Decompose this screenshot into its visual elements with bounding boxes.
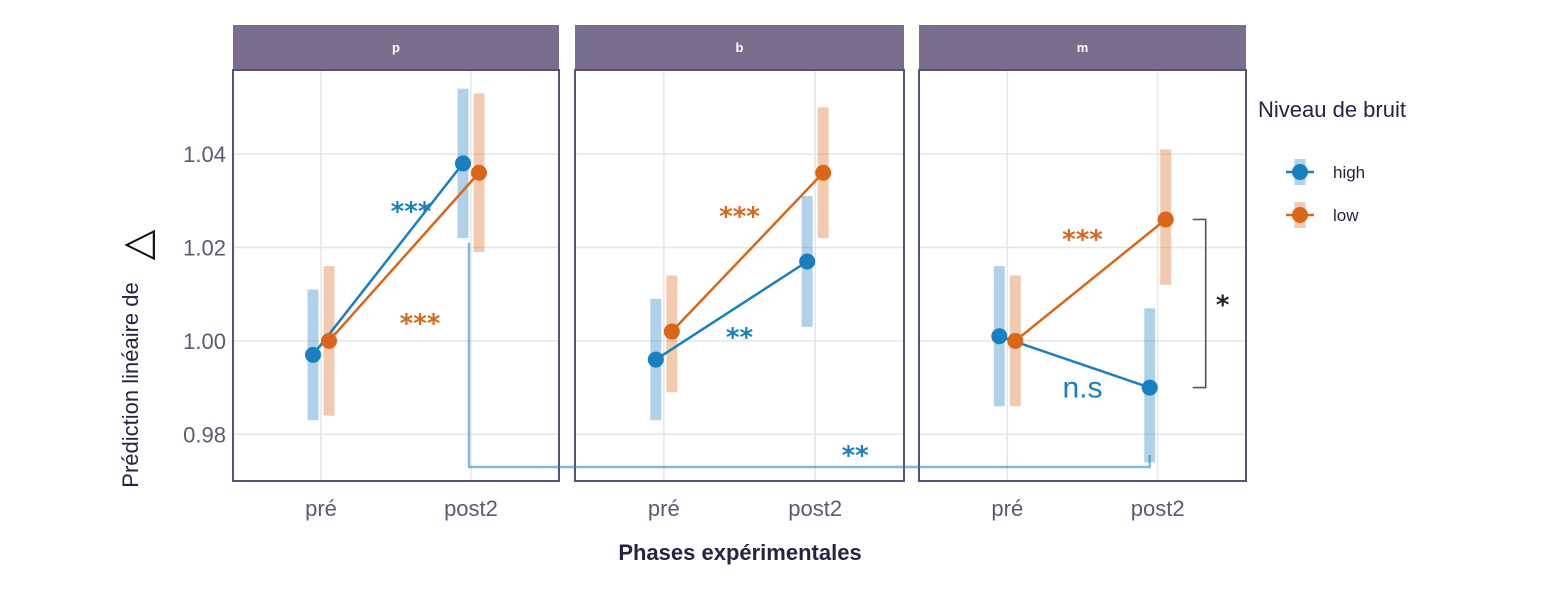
x-tick-label: pré: [991, 496, 1023, 521]
x-tick-label: post2: [788, 496, 842, 521]
significance-label: ***: [719, 202, 760, 232]
data-point-high: [991, 328, 1008, 345]
legend: Niveau de bruit high low: [1258, 97, 1406, 228]
x-tick-label: post2: [1131, 496, 1185, 521]
data-point-low: [663, 323, 680, 340]
legend-key-point: [1292, 207, 1308, 223]
significance-label: n.s: [1062, 372, 1102, 405]
panel-background: [233, 70, 559, 481]
overlay-layer: **: [467, 242, 1151, 471]
delta-symbol: △: [114, 229, 160, 260]
facet-strip-label: p: [392, 40, 400, 55]
x-axis-title: Phases expérimentales: [618, 540, 861, 565]
y-tick-label: 1.00: [183, 329, 226, 354]
facet-panel-p: p *** ***: [232, 25, 560, 482]
y-tick-label: 1.04: [183, 142, 226, 167]
x-tick-label: pré: [648, 496, 680, 521]
cross-panel-significance-label: **: [842, 441, 870, 471]
significance-bracket: [1192, 218, 1207, 389]
facet-strip: [575, 25, 904, 70]
y-axis: Prédiction linéaire de △ 0.98 1.00 1.02 1.0…: [114, 142, 226, 488]
data-point-low: [1157, 211, 1174, 228]
series-line-low: [1014, 218, 1167, 342]
data-point-high: [305, 346, 322, 363]
legend-label: low: [1333, 206, 1359, 225]
data-point-low: [321, 332, 338, 349]
y-tick-labels: 0.98 1.00 1.02 1.04: [183, 142, 226, 447]
data-point-high: [1141, 379, 1158, 396]
x-tick-label: pré: [305, 496, 337, 521]
series-line-high: [312, 162, 464, 356]
facet-strip-label: b: [736, 40, 744, 55]
data-point-high: [647, 351, 664, 368]
legend-key-point: [1292, 164, 1308, 180]
significance-label: ***: [391, 197, 432, 227]
facet-strip-label: m: [1077, 40, 1089, 55]
legend-item-high: high: [1286, 159, 1365, 185]
series-line-low: [328, 171, 480, 342]
significance-label: ***: [1062, 225, 1103, 255]
series-line-high: [998, 335, 1151, 389]
legend-label: high: [1333, 163, 1365, 182]
data-point-low: [1007, 332, 1024, 349]
data-point-low: [470, 164, 487, 181]
legend-item-low: low: [1286, 202, 1359, 228]
y-tick-label: 0.98: [183, 422, 226, 447]
y-axis-title: Prédiction linéaire de △: [114, 229, 160, 487]
facet-panel-m: m *** n.s *: [918, 25, 1247, 482]
panels-layer: p******b*****m***n.s*: [232, 25, 1247, 482]
facet-panel-b: b*****: [574, 25, 905, 482]
panel-background: [919, 70, 1246, 481]
significance-label: **: [726, 323, 754, 353]
panel-border: [918, 69, 1247, 482]
data-point-high: [799, 253, 816, 270]
legend-title: Niveau de bruit: [1258, 97, 1406, 122]
data-point-high: [454, 155, 471, 172]
bracket-label: *: [1216, 291, 1230, 321]
series-line-low: [670, 171, 825, 333]
panel-border: [574, 69, 905, 482]
x-tick-labels: pré post2 pré post2 pré post2: [305, 496, 1185, 521]
y-tick-label: 1.02: [183, 235, 226, 260]
x-tick-label: post2: [444, 496, 498, 521]
facet-strip: [919, 25, 1246, 70]
data-point-low: [815, 164, 832, 181]
y-axis-label: Prédiction linéaire de: [118, 282, 143, 487]
panel-border: [232, 69, 560, 482]
cross-panel-comparison-line: [467, 242, 1151, 469]
facet-strip: [233, 25, 559, 70]
series-line-high: [655, 260, 808, 361]
significance-label: ***: [400, 309, 441, 339]
legend-items: high low: [1286, 159, 1365, 228]
panel-background: [575, 70, 904, 481]
